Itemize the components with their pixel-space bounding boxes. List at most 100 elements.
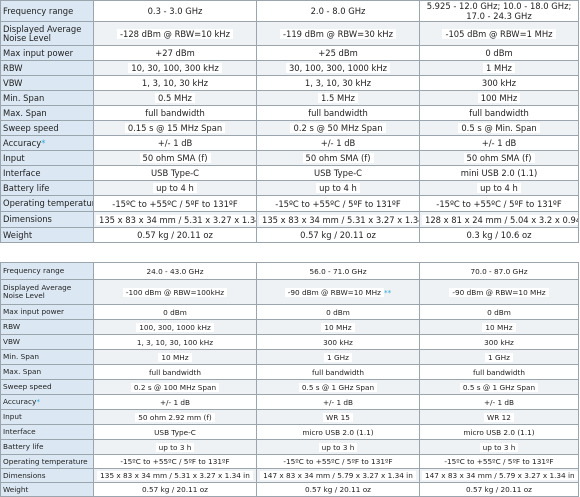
spec-value-cell: mini USB 2.0 (1.1) xyxy=(419,165,579,181)
row-label: Max. Span xyxy=(0,364,94,380)
spec-value-cell: 70.0 - 87.0 GHz xyxy=(419,262,579,280)
spec-value: up to 4 h xyxy=(316,183,360,193)
spec-value: micro USB 2.0 (1.1) xyxy=(299,427,377,437)
spec-value-cell: 0.5 s @ Min. Span xyxy=(419,120,579,136)
spec-value: full bandwidth xyxy=(308,367,368,377)
spec-value-cell: +/- 1 dB xyxy=(256,394,420,410)
spec-value: -15ºC to +55ºC / 5ºF to 131ºF xyxy=(441,457,557,466)
spec-value-cell: +/- 1 dB xyxy=(419,394,579,410)
row-label: Interface xyxy=(0,424,94,440)
spec-value: 0.3 - 3.0 GHz xyxy=(144,6,206,16)
spec-value: 0.2 s @ 100 MHz Span xyxy=(130,382,220,392)
spec-value: 1 GHz xyxy=(485,352,513,362)
row-label-text: Max. Span xyxy=(3,107,47,118)
spec-value: 128 x 81 x 24 mm / 5.04 x 3.2 x 0.94 in xyxy=(422,214,578,225)
row-label-text: Operating temperature xyxy=(3,198,94,209)
spec-value-cell: +/- 1 dB xyxy=(93,394,257,410)
spec-value-cell: 0.2 s @ 50 MHz Span xyxy=(256,120,420,136)
spec-value-cell: -119 dBm @ RBW=30 kHz xyxy=(256,21,420,46)
spec-value-cell: up to 4 h xyxy=(93,180,257,196)
spec-value-cell: 1 GHz xyxy=(256,349,420,365)
row-label: Input xyxy=(0,150,94,166)
spec-row: Dimensions 135 x 83 x 34 mm / 5.31 x 3.27… xyxy=(0,211,579,228)
spec-value-cell: -15ºC to +55ºC / 5ºF to 131ºF xyxy=(93,454,257,469)
spec-table-2: Frequency range 24.0 - 43.0 GHz 56.0 - 71.… xyxy=(0,262,579,497)
spec-row: Max input power +27 dBm +25 dBm 0 dBm xyxy=(0,45,579,61)
spec-value-cell: 50 ohm SMA (f) xyxy=(93,150,257,166)
spec-value-cell: -90 dBm @ RBW=10 MHz ** xyxy=(256,279,420,305)
spec-row: Min. Span 10 MHz 1 GHz 1 GHz xyxy=(0,349,579,365)
spec-value-cell: -15ºC to +55ºC / 5ºF to 131ºF xyxy=(256,195,420,212)
spec-value-cell: 50 ohm SMA (f) xyxy=(256,150,420,166)
spec-value-cell: 1, 3, 10, 30, 100 kHz xyxy=(93,334,257,350)
row-label: VBW xyxy=(0,334,94,350)
footnote-marker: * xyxy=(36,397,40,407)
spec-row: Max input power 0 dBm 0 dBm 0 dBm xyxy=(0,304,579,320)
row-label-text: Weight xyxy=(3,229,33,240)
row-label: Min. Span xyxy=(0,349,94,365)
row-label: Dimensions xyxy=(0,468,94,483)
spec-value-cell: 128 x 81 x 24 mm / 5.04 x 3.2 x 0.94 in xyxy=(419,211,579,228)
spec-value-cell: -15ºC to +55ºC / 5ºF to 131ºF xyxy=(419,454,579,469)
spec-value: 100, 300, 1000 kHz xyxy=(136,322,214,332)
spec-row: Battery life up to 3 h up to 3 h up to 3 h xyxy=(0,439,579,455)
spec-value-cell: micro USB 2.0 (1.1) xyxy=(256,424,420,440)
spec-row: Interface USB Type-C micro USB 2.0 (1.1) mi… xyxy=(0,424,579,440)
spec-value: WR 15 xyxy=(323,412,353,422)
row-label-text: Interface xyxy=(3,167,41,178)
spec-row: Min. Span 0.5 MHz 1.5 MHz 100 MHz xyxy=(0,90,579,106)
spec-value-cell: 10, 30, 100, 300 kHz xyxy=(93,60,257,76)
spec-value-cell: 1, 3, 10, 30 kHz xyxy=(256,75,420,91)
spec-value-cell: 135 x 83 x 34 mm / 5.31 x 3.27 x 1.34 in xyxy=(93,468,257,483)
spec-value: 50 ohm SMA (f) xyxy=(139,153,211,163)
spec-value: USB Type-C xyxy=(151,427,199,437)
spec-value-cell: 50 ohm 2.92 mm (f) xyxy=(93,409,257,425)
spec-value: up to 4 h xyxy=(153,183,197,193)
spec-value-cell: 147 x 83 x 34 mm / 5.79 x 3.27 x 1.34 in xyxy=(256,468,420,483)
spec-value-cell: 30, 100, 300, 1000 kHz xyxy=(256,60,420,76)
spec-value: 1.5 MHz xyxy=(318,93,358,103)
spec-value-cell: full bandwidth xyxy=(419,364,579,380)
spec-row: Operating temperature -15ºC to +55ºC / 5º… xyxy=(0,195,579,212)
spec-value: 0 dBm xyxy=(482,48,516,58)
spec-value-cell: +/- 1 dB xyxy=(256,135,420,151)
spec-value: 0.5 s @ 1 GHz Span xyxy=(298,382,378,392)
spec-value-cell: 0.5 s @ 1 GHz Span xyxy=(256,379,420,395)
spec-value-cell: 50 ohm SMA (f) xyxy=(419,150,579,166)
row-label-text: Dimensions xyxy=(3,214,52,225)
row-label: RBW xyxy=(0,60,94,76)
spec-value: +27 dBm xyxy=(152,48,198,58)
spec-value: 1, 3, 10, 30, 100 kHz xyxy=(133,337,217,347)
row-label: Operating temperature xyxy=(0,454,94,469)
row-label-text: Input xyxy=(3,412,22,422)
row-label-text: Interface xyxy=(3,427,36,437)
spec-row: Sweep speed 0.15 s @ 15 MHz Span 0.2 s @ 5… xyxy=(0,120,579,136)
spec-value: -90 dBm @ RBW=10 MHz xyxy=(449,287,549,297)
spec-value: full bandwidth xyxy=(466,108,532,118)
spec-value-cell: 0.57 kg / 20.11 oz xyxy=(256,227,420,243)
spec-value: 0 dBm xyxy=(323,307,353,317)
spec-value: 300 kHz xyxy=(320,337,356,347)
spec-value-cell: 135 x 83 x 34 mm / 5.31 x 3.27 x 1.34 in xyxy=(256,211,420,228)
spec-value-cell: 300 kHz xyxy=(419,75,579,91)
spec-value-cell: 0.3 kg / 10.6 oz xyxy=(419,227,579,243)
spec-value-cell: 0.5 s @ 1 GHz Span xyxy=(419,379,579,395)
row-label-text: Dimensions xyxy=(3,470,46,480)
spec-value: +/- 1 dB xyxy=(319,397,357,407)
spec-value: 0.2 s @ 50 MHz Span xyxy=(290,123,386,133)
spec-value: 2.0 - 8.0 GHz xyxy=(307,6,369,16)
spec-row: Weight 0.57 kg / 20.11 oz 0.57 kg / 20.11 … xyxy=(0,227,579,243)
spec-value-cell: -100 dBm @ RBW=100kHz xyxy=(93,279,257,305)
spec-value-cell: 0.2 s @ 100 MHz Span xyxy=(93,379,257,395)
spec-value: 1, 3, 10, 30 kHz xyxy=(301,78,375,88)
spec-value: USB Type-C xyxy=(148,168,202,178)
row-label-text: Battery life xyxy=(3,182,50,193)
row-label: RBW xyxy=(0,319,94,335)
spec-value-cell: up to 3 h xyxy=(256,439,420,455)
spec-value-cell: +/- 1 dB xyxy=(419,135,579,151)
spec-value: +/- 1 dB xyxy=(156,397,194,407)
spec-row: RBW 100, 300, 1000 kHz 10 MHz 10 MHz xyxy=(0,319,579,335)
spec-value-cell: full bandwidth xyxy=(419,105,579,121)
spec-value-cell: USB Type-C xyxy=(93,424,257,440)
spec-value-cell: 300 kHz xyxy=(419,334,579,350)
